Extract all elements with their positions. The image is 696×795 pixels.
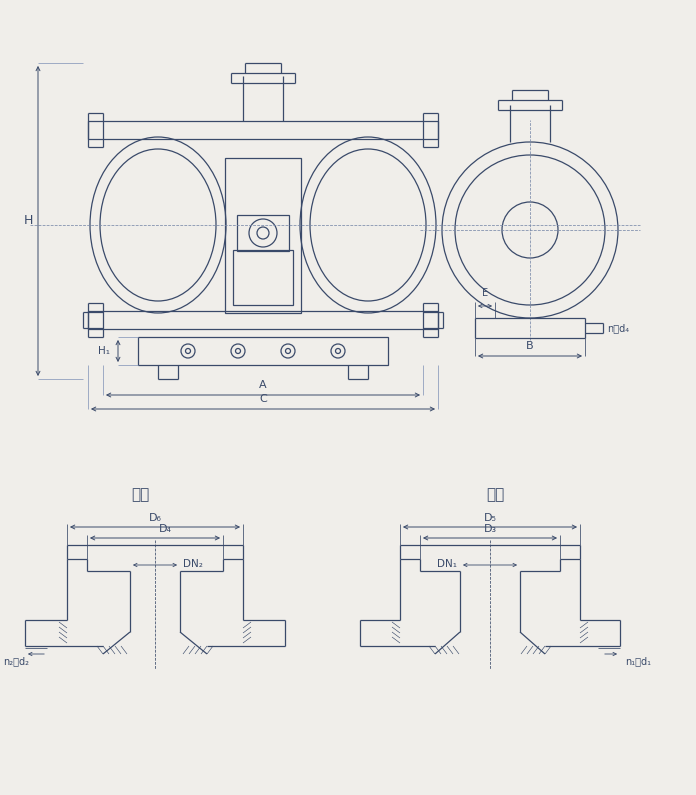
Text: n₂－d₂: n₂－d₂ xyxy=(3,656,29,666)
Text: B: B xyxy=(526,341,534,351)
Bar xyxy=(138,337,388,365)
Bar xyxy=(225,158,301,313)
Text: DN₂: DN₂ xyxy=(183,559,203,569)
Text: n－d₄: n－d₄ xyxy=(607,323,629,333)
Text: 出口: 出口 xyxy=(131,487,149,502)
Bar xyxy=(233,250,293,305)
Text: A: A xyxy=(259,380,267,390)
Text: D₄: D₄ xyxy=(159,524,171,534)
Text: H: H xyxy=(23,215,33,227)
Text: D₃: D₃ xyxy=(484,524,496,534)
Text: C: C xyxy=(259,394,267,404)
Text: E: E xyxy=(482,288,488,298)
Text: DN₁: DN₁ xyxy=(437,559,457,569)
Text: n₁－d₁: n₁－d₁ xyxy=(625,656,651,666)
Bar xyxy=(237,215,289,251)
Text: D₅: D₅ xyxy=(484,513,496,523)
Text: 进口: 进口 xyxy=(486,487,504,502)
Text: H₁: H₁ xyxy=(98,346,110,356)
Text: D₆: D₆ xyxy=(148,513,161,523)
